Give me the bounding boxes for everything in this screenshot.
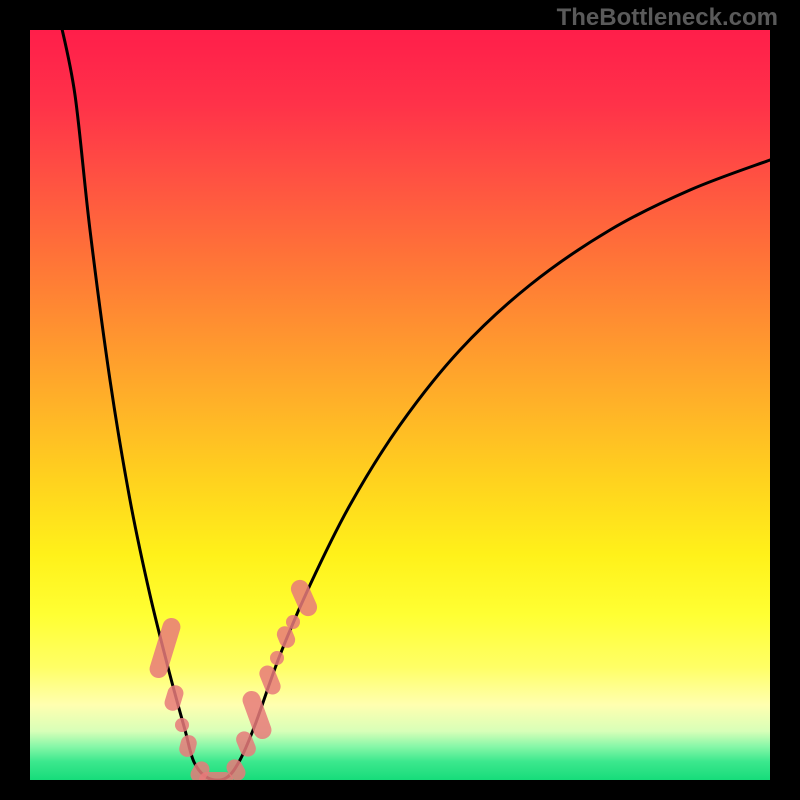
bottleneck-chart-svg [0, 0, 800, 800]
data-marker [286, 615, 300, 629]
chart-root: TheBottleneck.com [0, 0, 800, 800]
data-marker [270, 651, 284, 665]
gradient-background [30, 30, 770, 780]
watermark-text: TheBottleneck.com [557, 4, 778, 32]
data-marker [199, 772, 233, 788]
data-marker [175, 718, 189, 732]
